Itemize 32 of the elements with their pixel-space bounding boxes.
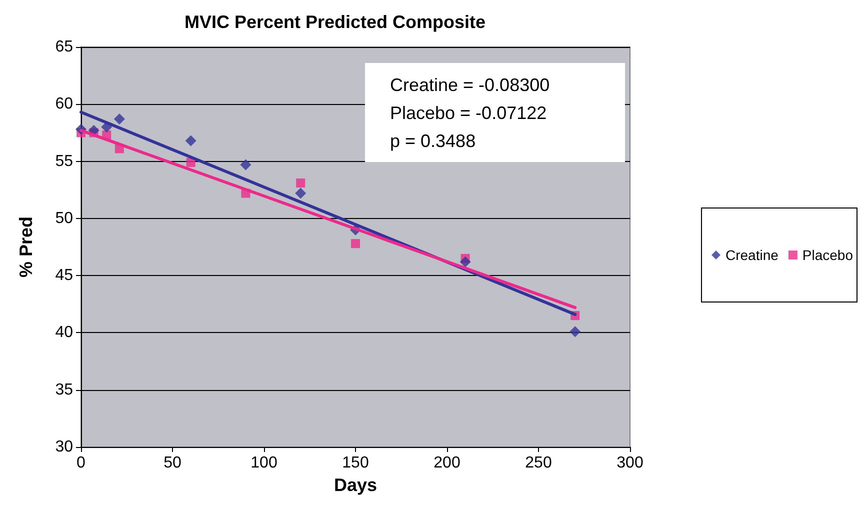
point	[114, 114, 125, 124]
point	[185, 135, 196, 146]
point	[296, 178, 306, 188]
annotation: p = 0.3488	[390, 130, 477, 153]
point	[240, 159, 252, 170]
x-tick-label: 250	[525, 454, 552, 472]
x-tick-label: 150	[342, 454, 369, 472]
x-axis-title: Days	[334, 474, 378, 495]
annotation: Placebo = -0.07122	[390, 102, 548, 125]
x-tick-label: 0	[76, 454, 86, 472]
legend-label: Placebo	[802, 247, 854, 263]
y-tick-label: 45	[55, 267, 74, 284]
annotation: Creatine = -0.08300	[390, 74, 551, 97]
y-tick-label: 30	[55, 438, 74, 456]
y-tick-label: 55	[55, 152, 74, 170]
legend-label: Creatine	[725, 247, 779, 263]
x-tick-label: 200	[434, 454, 460, 472]
y-tick-label: 50	[55, 210, 74, 227]
x-tick-label: 300	[616, 454, 644, 472]
point	[570, 326, 581, 338]
y-axis-title: % Pred	[16, 216, 36, 278]
y-tick-label: 60	[55, 96, 74, 113]
y-tick-label: 65	[55, 38, 74, 56]
x-tick-label: 100	[250, 454, 278, 472]
text-box: Creatine = -0.08300 Placebo = -0.07122 p = 0.3488	[365, 63, 625, 162]
y-tick-label: 35	[55, 381, 74, 398]
chart-title: MVIC Percent Predicted Composite	[184, 12, 486, 32]
y-tick-label: 40	[55, 324, 74, 342]
point	[351, 239, 360, 248]
x-tick-label: 50	[164, 454, 182, 472]
point	[295, 188, 306, 199]
point	[460, 256, 471, 268]
